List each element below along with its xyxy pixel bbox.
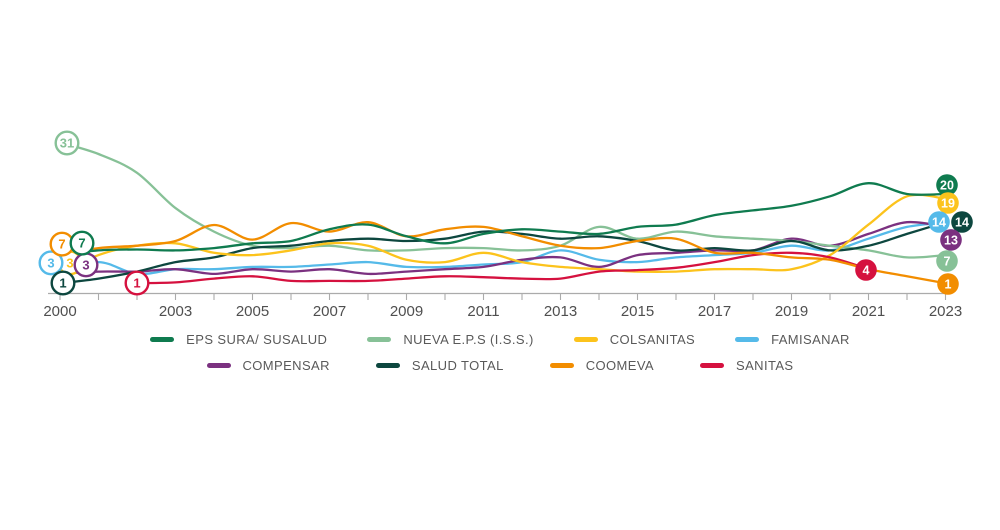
badge-compensar-start: 3 xyxy=(73,252,99,278)
legend-swatch-coomeva xyxy=(549,363,574,368)
legend-swatch-sanitas xyxy=(700,363,725,368)
legend-label-nueva_eps: NUEVA E.P.S (I.S.S.) xyxy=(403,332,534,347)
x-axis-label: 2013 xyxy=(544,303,577,320)
x-axis: 2000 2003 2005 2007 2009 2011 2013 2015 2017 2019… xyxy=(43,292,962,320)
badge-salud_total-end: 14 xyxy=(951,211,973,233)
svg-text:1: 1 xyxy=(945,277,952,291)
x-axis-label: 2019 xyxy=(775,303,808,320)
x-axis-label: 2007 xyxy=(313,303,346,320)
badge-sanitas-start: 1 xyxy=(124,270,150,296)
badge-compensar-end: 13 xyxy=(940,229,962,251)
legend-item-famisanar: FAMISANAR xyxy=(735,332,850,347)
legend-item-compensar: COMPENSAR xyxy=(206,358,330,373)
legend-label-salud_total: SALUD TOTAL xyxy=(411,358,504,373)
svg-text:20: 20 xyxy=(940,178,954,192)
legend-item-salud_total: SALUD TOTAL xyxy=(375,358,504,373)
legend-swatch-salud_total xyxy=(375,363,400,368)
series-lines xyxy=(58,141,947,285)
legend-item-sanitas: SANITAS xyxy=(700,358,793,373)
x-axis-label: 2021 xyxy=(852,303,885,320)
badge-nueva_eps-start: 31 xyxy=(54,130,80,156)
svg-text:31: 31 xyxy=(60,136,74,151)
x-axis-label: 2000 xyxy=(43,303,76,320)
badge-famisanar-end: 14 xyxy=(928,211,950,233)
x-axis-label: 2011 xyxy=(467,303,499,320)
series-line-sanitas xyxy=(135,251,870,285)
badge-salud_total-start: 1 xyxy=(50,270,76,296)
badge-nueva_eps-end: 7 xyxy=(936,250,958,272)
rank-chart: 2000 2003 2005 2007 2009 2011 2013 2015 2017 2019… xyxy=(38,130,973,320)
legend-swatch-famisanar xyxy=(735,337,760,342)
legend-row-2: COMPENSAR SALUD TOTAL COOMEVA SANITAS xyxy=(0,358,1000,373)
svg-text:14: 14 xyxy=(932,215,946,229)
legend-item-eps_sura: EPS SURA/ SUSALUD xyxy=(150,332,327,347)
x-axis-label: 2015 xyxy=(621,303,654,320)
legend-label-colsanitas: COLSANITAS xyxy=(609,332,696,347)
series-line-eps_sura xyxy=(58,182,947,257)
legend-label-sanitas: SANITAS xyxy=(736,358,794,373)
legend-swatch-colsanitas xyxy=(573,337,598,342)
svg-text:4: 4 xyxy=(863,263,870,277)
legend-swatch-compensar xyxy=(206,363,231,368)
legend-swatch-eps_sura xyxy=(150,337,175,342)
svg-text:3: 3 xyxy=(47,256,54,271)
legend-label-eps_sura: EPS SURA/ SUSALUD xyxy=(186,332,328,347)
x-axis-label: 2023 xyxy=(929,303,962,320)
x-axis-label: 2017 xyxy=(698,303,731,320)
legend-label-famisanar: FAMISANAR xyxy=(771,332,850,347)
svg-text:13: 13 xyxy=(944,233,958,247)
legend-row-1: EPS SURA/ SUSALUD NUEVA E.P.S (I.S.S.) COL… xyxy=(0,332,1000,347)
series-line-compensar xyxy=(58,220,947,276)
svg-text:1: 1 xyxy=(59,276,66,291)
badge-colsanitas-end: 19 xyxy=(937,192,959,214)
x-axis-label: 2009 xyxy=(390,303,423,320)
svg-text:7: 7 xyxy=(944,254,951,268)
svg-text:3: 3 xyxy=(82,258,89,273)
svg-text:3: 3 xyxy=(66,256,73,271)
svg-text:19: 19 xyxy=(941,196,955,210)
badge-famisanar-start: 3 xyxy=(38,250,64,276)
legend-item-nueva_eps: NUEVA E.P.S (I.S.S.) xyxy=(367,332,533,347)
svg-text:1: 1 xyxy=(133,276,140,291)
badge-eps_sura-start: 7 xyxy=(69,230,95,256)
svg-text:7: 7 xyxy=(78,236,85,251)
badge-coomeva-end: 1 xyxy=(937,273,959,295)
legend-item-coomeva: COOMEVA xyxy=(549,358,655,373)
badge-eps_sura-end: 20 xyxy=(936,174,958,196)
series-line-colsanitas xyxy=(58,193,947,276)
x-axis-label: 2005 xyxy=(236,303,269,320)
legend-label-coomeva: COOMEVA xyxy=(585,358,655,373)
x-axis-label: 2003 xyxy=(159,303,192,320)
svg-text:14: 14 xyxy=(955,215,969,229)
legend-label-compensar: COMPENSAR xyxy=(242,358,330,373)
badge-sanitas-end: 4 xyxy=(855,259,877,281)
legend-item-colsanitas: COLSANITAS xyxy=(573,332,696,347)
badge-coomeva-start: 7 xyxy=(49,231,75,257)
svg-text:7: 7 xyxy=(58,237,65,252)
legend-swatch-nueva_eps xyxy=(367,337,392,342)
